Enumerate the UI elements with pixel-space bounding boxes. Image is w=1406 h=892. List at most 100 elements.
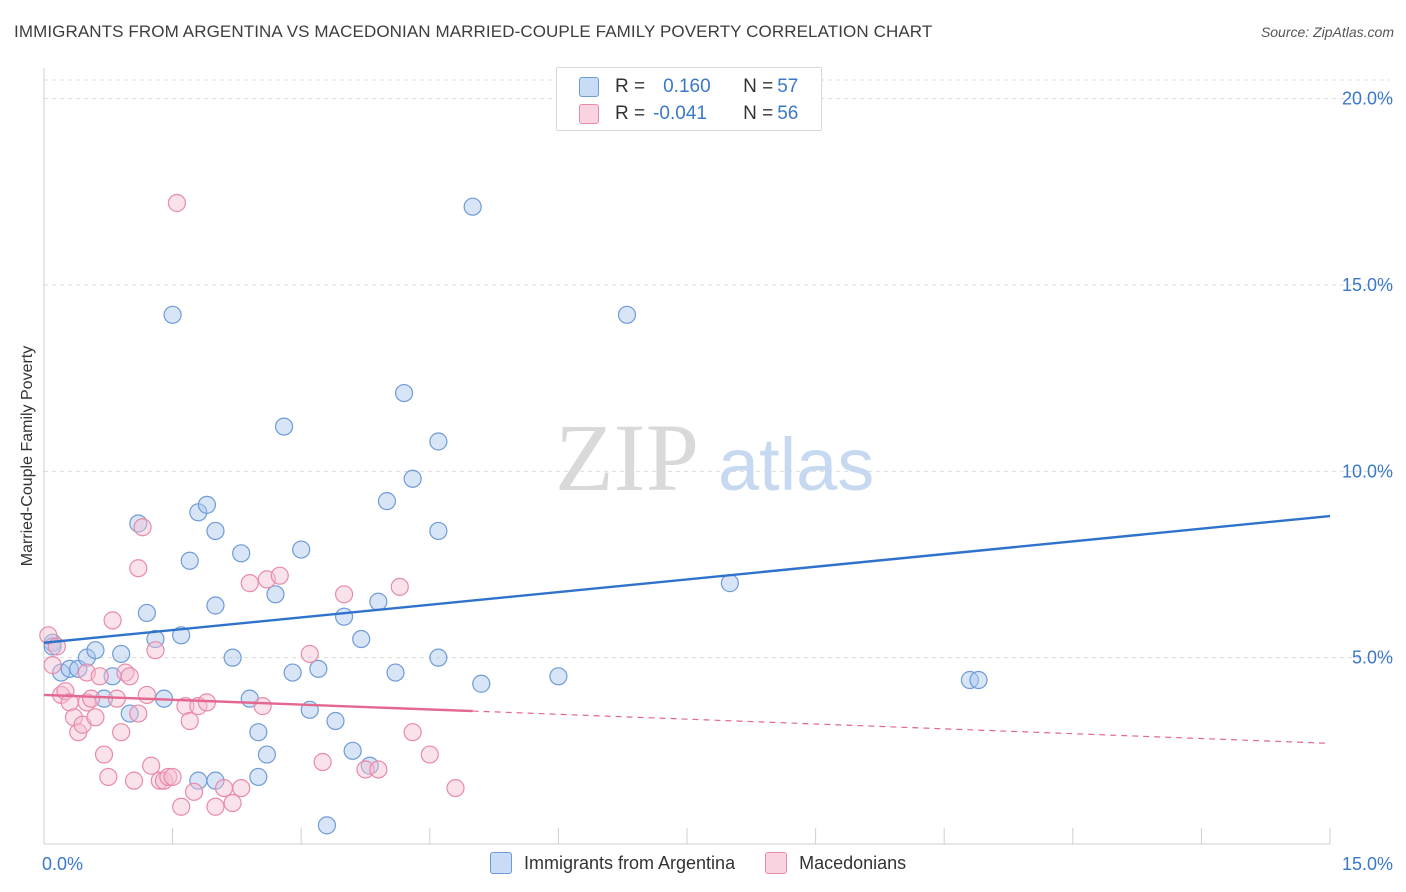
argentina-point [309,659,328,678]
legend-swatch-macedonians [765,852,788,874]
argentina-point [257,745,277,764]
legend-r-label: R = [615,103,646,124]
argentina-point [429,648,448,667]
argentina-point [326,711,345,731]
macedonians-point [86,708,105,727]
macedonians-point [446,778,465,798]
argentina-point [429,432,448,451]
macedonians-point [420,745,439,764]
argentina-point [249,767,268,787]
argentina-point [352,629,371,649]
legend-row-argentina: R = 0.160 N = 57 [579,75,799,99]
legend-label-argentina: Immigrants from Argentina [524,852,736,873]
macedonians-point [356,760,375,779]
argentina-point [429,521,448,541]
argentina-point [720,574,739,593]
y-tick-label: 10.0% [1342,461,1393,481]
axes [43,68,1331,845]
argentina-point [197,495,216,514]
legend-label-macedonians: Macedonians [799,852,907,873]
legend-n-value: 57 [777,76,799,97]
argentina-point [403,469,422,488]
macedonians-point [129,559,148,578]
argentina-point [394,383,414,403]
series-legend: Immigrants from Argentina Macedonians [490,852,936,874]
argentina-point [274,417,294,436]
macedonians-point [232,778,251,798]
argentina-point [223,648,242,667]
y-tick-label: 20.0% [1342,89,1393,109]
legend-n-label: N = [743,103,774,124]
argentina-point [472,674,491,693]
macedonians-point [82,689,101,708]
macedonians-point [137,685,156,705]
legend-n-value: 56 [777,103,799,124]
argentina-point [232,544,251,563]
legend-r-value: 0.160 [663,76,711,97]
macedonians-point [142,756,161,775]
argentina-point [292,540,311,559]
macedonians-point [214,778,234,798]
argentina-point [249,723,268,742]
macedonians-point [124,771,144,790]
legend-swatch-argentina [579,77,599,97]
argentina-point [463,197,482,216]
macedonians-point [180,711,199,731]
macedonians-point [103,611,122,630]
argentina-point [206,521,225,541]
macedonians-point [99,767,118,787]
argentina-point [137,603,156,623]
legend-r-label: R = [615,76,646,97]
macedonians-point [172,797,191,816]
legend-swatch-macedonians [579,104,599,124]
macedonians-point [184,782,204,801]
macedonians-point [167,193,186,213]
argentina-point [206,596,225,615]
macedonians-point [369,760,388,779]
macedonians-point [206,797,225,816]
macedonians-point [163,767,182,787]
tick-labels: 5.0% 10.0% 15.0% 20.0% 0.0% 15.0% [42,89,1393,874]
series-argentina-points [43,197,988,835]
legend-row-macedonians: R = -0.041 N = 56 [579,102,799,126]
argentina-point [283,663,302,682]
macedonians-trend-line [43,693,473,713]
x-tick-label: 15.0% [1342,854,1393,874]
macedonians-point [253,697,272,716]
macedonians-point [334,585,354,604]
y-tick-label: 15.0% [1342,275,1393,295]
macedonians-trend-line-extension [472,710,1331,744]
argentina-point [549,667,568,686]
x-tick-label: 0.0% [42,854,83,874]
macedonians-point [403,723,422,742]
legend-n-label: N = [743,76,774,97]
macedonians-point [300,644,319,664]
macedonians-point [43,656,62,675]
macedonians-point [270,566,289,585]
macedonians-point [129,704,148,723]
legend-swatch-argentina [490,852,512,874]
macedonians-point [120,667,139,686]
correlation-legend: R = 0.160 N = 57 R = -0.041 N = 56 [556,67,822,131]
macedonians-point [159,767,178,787]
argentina-point [334,607,354,626]
series-macedonians-points [39,193,465,816]
macedonians-point [223,793,242,813]
argentina-point [317,816,337,835]
argentina-point [386,663,405,682]
watermark-zip: ZIP [555,404,699,511]
argentina-point [163,305,182,324]
macedonians-point [90,667,109,686]
legend-r-value: -0.041 [653,103,707,124]
macedonians-point [146,641,165,660]
gridlines [44,79,1390,659]
macedonians-point [112,723,131,742]
argentina-point [343,741,362,760]
macedonians-point [176,697,195,716]
macedonians-point [133,518,152,537]
macedonians-point [94,745,114,764]
legend-item-argentina: Immigrants from Argentina [490,852,735,874]
argentina-point [180,551,199,570]
macedonians-point [240,574,259,593]
